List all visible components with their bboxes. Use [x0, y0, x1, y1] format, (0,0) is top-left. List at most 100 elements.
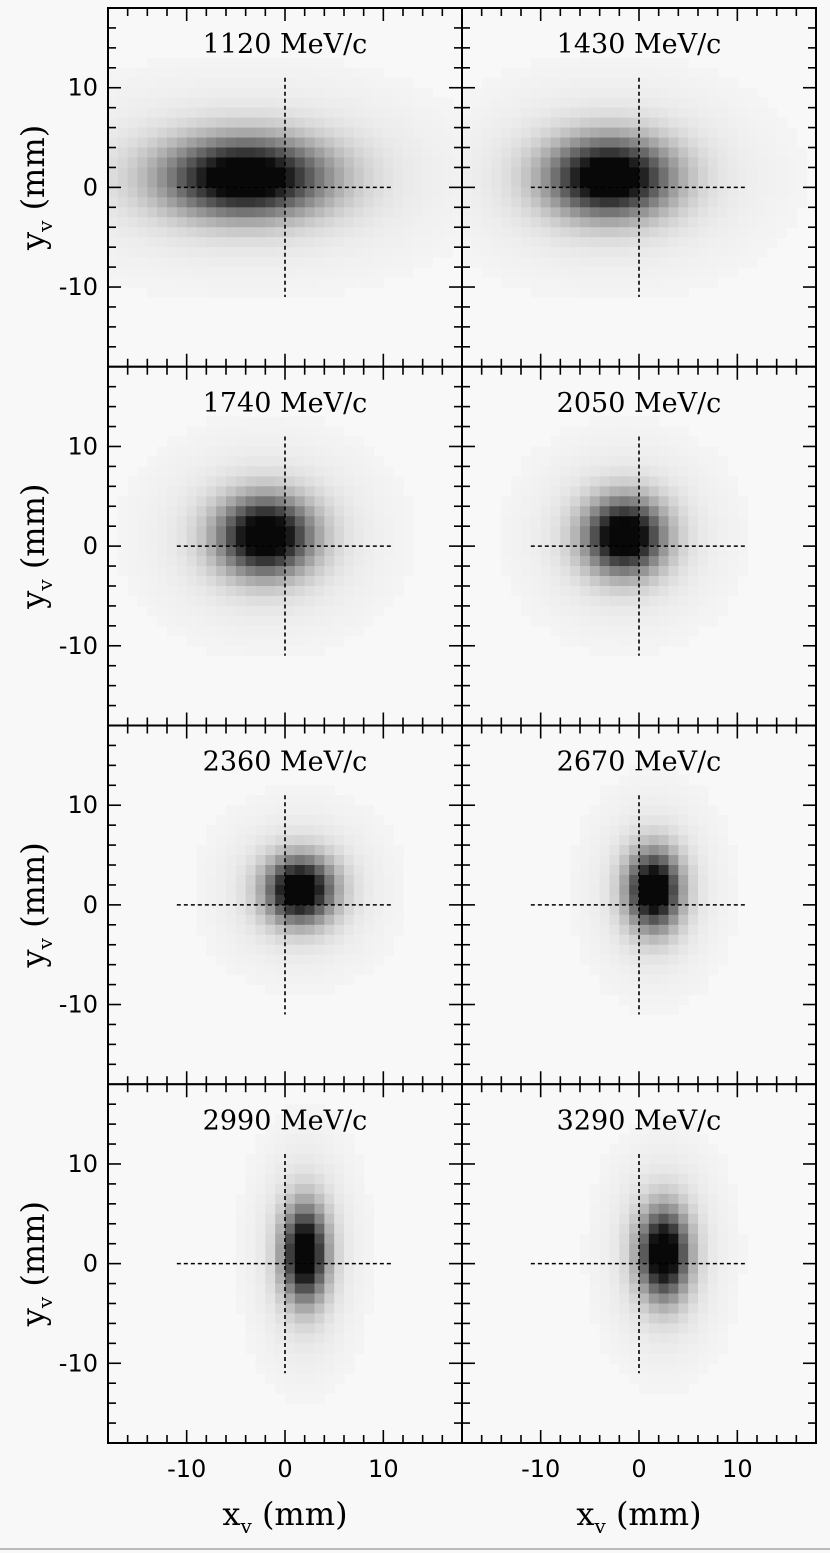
- heatmap-cell: [442, 217, 453, 228]
- heatmap-cell: [707, 137, 719, 149]
- heatmap-cell: [285, 1283, 296, 1295]
- heatmap-cell: [648, 884, 660, 896]
- heatmap-cell: [285, 177, 296, 188]
- heatmap-cell: [639, 635, 650, 647]
- heatmap-cell: [216, 157, 227, 169]
- heatmap-cell: [294, 1313, 306, 1325]
- heatmap-cell: [501, 167, 512, 179]
- heatmap-cell: [147, 207, 158, 218]
- heatmap-cell: [344, 157, 355, 169]
- heatmap-cell: [157, 207, 168, 218]
- heatmap-cell: [294, 237, 306, 248]
- heatmap-cell: [717, 217, 729, 228]
- heatmap-cell: [727, 845, 738, 856]
- heatmap-cell: [304, 247, 316, 258]
- heatmap-cell: [373, 87, 384, 99]
- heatmap-cell: [373, 267, 384, 278]
- heatmap-cell: [609, 177, 620, 188]
- heatmap-cell: [235, 526, 247, 537]
- heatmap-cell: [304, 595, 316, 607]
- heatmap-cell: [570, 496, 581, 507]
- heatmap-cell: [216, 177, 227, 188]
- heatmap-cell: [403, 257, 414, 268]
- heatmap-cell: [570, 556, 581, 567]
- heatmap-cell: [235, 77, 247, 89]
- heatmap-cell: [363, 1203, 375, 1215]
- heatmap-cell: [707, 934, 719, 946]
- heatmap-cell: [737, 147, 748, 159]
- heatmap-cell: [265, 884, 276, 896]
- heatmap-cell: [245, 257, 257, 268]
- heatmap-cell: [678, 137, 689, 149]
- heatmap-cell: [570, 845, 581, 856]
- heatmap-cell: [275, 207, 286, 218]
- heatmap-cell: [235, 894, 247, 906]
- heatmap-cell: [589, 237, 601, 248]
- heatmap-cell: [648, 635, 660, 647]
- heatmap-cell: [314, 1163, 325, 1175]
- heatmap-cell: [668, 994, 679, 1006]
- heatmap-cell: [698, 87, 709, 99]
- heatmap-cell: [255, 57, 266, 69]
- heatmap-cell: [255, 237, 266, 248]
- heatmap-cell: [344, 1163, 355, 1175]
- heatmap-cell: [196, 67, 207, 79]
- heatmap-cell: [127, 237, 139, 248]
- heatmap-cell: [344, 247, 355, 258]
- heatmap-cell: [599, 1283, 611, 1295]
- heatmap-cell: [717, 187, 729, 198]
- heatmap-cell: [580, 815, 591, 826]
- heatmap-cell: [226, 476, 237, 487]
- heatmap-cell: [668, 1154, 679, 1165]
- heatmap-cell: [167, 546, 178, 557]
- heatmap-cell: [619, 974, 630, 986]
- heatmap-cell: [324, 1313, 335, 1325]
- heatmap-cell: [570, 914, 581, 926]
- heatmap-cell: [324, 526, 335, 537]
- heatmap-cell: [589, 805, 601, 816]
- heatmap-cell: [619, 894, 630, 906]
- heatmap-cell: [550, 506, 561, 517]
- heatmap-cell: [314, 1173, 325, 1185]
- heatmap-cell: [255, 526, 266, 537]
- heatmap-cell: [658, 1363, 670, 1374]
- heatmap-cell: [599, 645, 611, 657]
- heatmap-cell: [235, 954, 247, 966]
- heatmap-cell: [294, 476, 306, 487]
- heatmap-cell: [127, 147, 139, 159]
- heatmap-cell: [481, 197, 493, 208]
- heatmap-cell: [324, 237, 335, 248]
- heatmap-cell: [521, 217, 532, 228]
- heatmap-cell: [304, 426, 316, 438]
- heatmap-cell: [658, 605, 670, 617]
- heatmap-cell: [629, 546, 640, 557]
- heatmap-cell: [314, 107, 325, 119]
- heatmap-cell: [717, 884, 729, 896]
- heatmap-cell: [540, 197, 552, 208]
- heatmap-cell: [245, 97, 257, 109]
- heatmap-cell: [678, 1353, 689, 1364]
- heatmap-cell: [294, 1104, 306, 1115]
- heatmap-cell: [275, 934, 286, 946]
- y-axis-unit: (mm): [14, 842, 52, 938]
- heatmap-cell: [294, 615, 306, 627]
- heatmap-cell: [157, 237, 168, 248]
- heatmap-cell: [196, 97, 207, 109]
- heatmap-cell: [196, 595, 207, 607]
- heatmap-cell: [639, 835, 650, 846]
- heatmap-cell: [117, 167, 129, 179]
- heatmap-cell: [294, 795, 306, 806]
- heatmap-cell: [176, 595, 188, 607]
- heatmap-cell: [245, 446, 257, 458]
- heatmap-cell: [353, 605, 365, 617]
- heatmap-cell: [216, 446, 227, 458]
- heatmap-cell: [176, 536, 188, 547]
- heatmap-cell: [668, 874, 679, 886]
- y-axis-unit: (mm): [14, 484, 52, 580]
- heatmap-cell: [334, 556, 345, 567]
- heatmap-cell: [648, 1183, 660, 1195]
- heatmap-cell: [285, 1173, 296, 1185]
- y-tick-label: 10: [67, 791, 98, 819]
- heatmap-cell: [324, 426, 335, 438]
- heatmap-cell: [265, 1253, 276, 1265]
